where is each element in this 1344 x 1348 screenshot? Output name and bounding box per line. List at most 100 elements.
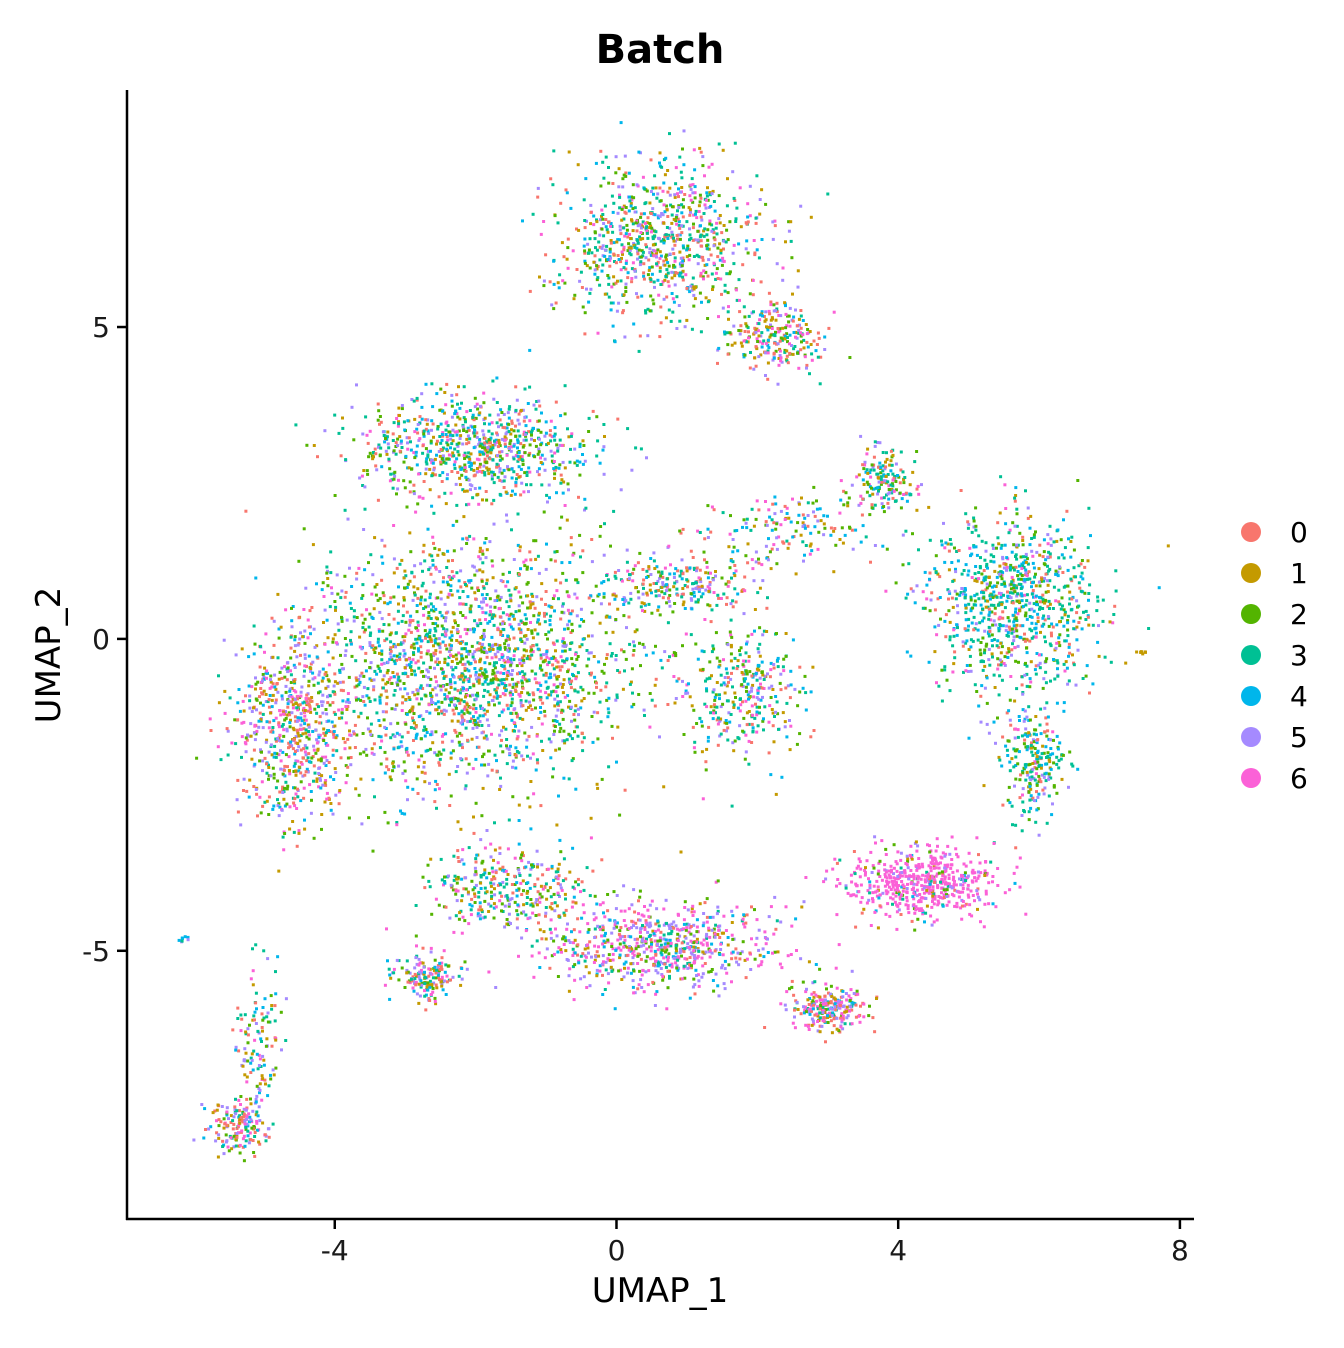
data-point (613, 340, 617, 344)
data-point (616, 279, 619, 283)
data-point (437, 495, 441, 499)
data-point (757, 256, 761, 260)
data-point (517, 627, 521, 631)
data-point (659, 321, 663, 325)
data-point (1072, 663, 1076, 667)
data-point (794, 308, 797, 312)
data-point (472, 721, 476, 725)
data-point (747, 314, 751, 318)
data-point (547, 483, 551, 487)
data-point (578, 624, 582, 628)
data-point (415, 398, 419, 402)
data-point (414, 661, 418, 665)
data-point (497, 607, 501, 611)
data-point (299, 712, 303, 716)
data-point (327, 761, 331, 764)
data-point (1012, 624, 1016, 628)
data-point (569, 543, 573, 547)
data-point (309, 667, 313, 671)
data-point (514, 454, 518, 458)
data-point (318, 690, 322, 694)
data-point (332, 684, 336, 688)
data-point (463, 666, 467, 670)
data-point (506, 656, 510, 659)
data-point (449, 794, 453, 798)
data-point (318, 777, 322, 780)
data-point (323, 733, 327, 737)
data-point (333, 633, 337, 637)
data-point (604, 155, 608, 159)
data-point (546, 637, 549, 641)
data-point (464, 726, 468, 730)
data-point (303, 656, 307, 660)
data-point (504, 684, 508, 687)
data-point (428, 488, 432, 492)
data-point (607, 696, 611, 700)
data-point (636, 250, 640, 254)
data-point (398, 449, 402, 453)
data-point (258, 695, 261, 699)
data-point (474, 677, 478, 681)
data-point (456, 689, 460, 693)
data-point (754, 330, 758, 334)
data-point (325, 797, 329, 801)
data-point (520, 481, 524, 485)
data-point (363, 659, 367, 663)
data-point (249, 734, 253, 738)
data-point (269, 674, 273, 678)
data-point (508, 672, 512, 676)
data-point (751, 278, 755, 282)
data-point (453, 681, 457, 685)
data-point (331, 701, 335, 705)
data-point (440, 624, 444, 628)
data-point (437, 705, 441, 709)
data-point (633, 269, 637, 273)
data-point (620, 256, 623, 260)
data-point (424, 472, 428, 476)
data-point (788, 333, 792, 337)
data-point (514, 766, 518, 770)
data-point (574, 675, 578, 679)
data-point (493, 753, 497, 757)
data-point (421, 444, 425, 448)
data-point (372, 688, 376, 692)
data-point (272, 776, 276, 780)
data-point (495, 401, 499, 404)
data-point (642, 277, 646, 281)
data-point (259, 644, 262, 648)
data-point (425, 731, 429, 734)
data-point (805, 366, 808, 370)
data-point (332, 778, 336, 781)
data-point (635, 246, 639, 250)
data-point (1019, 592, 1023, 596)
data-point (379, 735, 383, 739)
data-point (286, 702, 290, 706)
data-point (511, 765, 514, 769)
data-point (412, 712, 416, 715)
data-point (603, 292, 607, 296)
data-point (437, 548, 441, 552)
data-point (449, 756, 453, 760)
data-point (553, 432, 557, 436)
data-point (783, 334, 787, 338)
data-point (1067, 679, 1071, 683)
data-point (601, 263, 605, 267)
data-point (792, 331, 796, 334)
data-point (468, 483, 472, 487)
data-point (642, 645, 646, 649)
data-point (567, 150, 571, 154)
data-point (299, 727, 303, 731)
data-point (496, 454, 500, 457)
data-point (509, 432, 513, 436)
data-point (804, 323, 808, 326)
data-point (566, 482, 570, 486)
data-point (675, 295, 679, 299)
data-point (571, 629, 574, 633)
data-point (778, 349, 782, 353)
data-point (395, 654, 399, 658)
data-point (607, 220, 611, 224)
data-point (743, 315, 747, 319)
data-point (501, 664, 505, 668)
data-point (1005, 711, 1009, 715)
data-point (455, 457, 459, 461)
